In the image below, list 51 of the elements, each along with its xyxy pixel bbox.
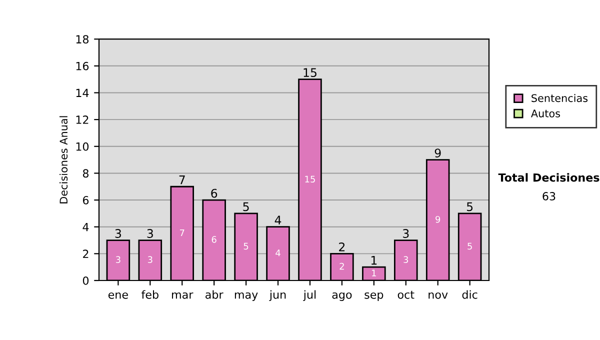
- total-label: 2: [339, 242, 345, 252]
- y-tick-label: 18: [76, 35, 89, 44]
- x-tick-label: jun: [269, 290, 286, 301]
- data-label: 2: [340, 262, 344, 270]
- x-tick-label: dic: [462, 290, 478, 299]
- total-label: 4: [274, 216, 282, 224]
- y-tick-label: 4: [82, 222, 89, 232]
- y-tick-label: 10: [76, 142, 89, 151]
- data-label: 3: [148, 256, 152, 264]
- total-label: 9: [434, 148, 441, 158]
- x-tick-label: nov: [428, 292, 448, 299]
- text: 63: [542, 192, 556, 200]
- data-label: 15: [305, 176, 315, 183]
- total-label: 3: [147, 229, 153, 238]
- y-tick-label: 12: [76, 116, 88, 124]
- data-label: 1: [372, 270, 376, 276]
- y-tick-label: 16: [76, 62, 89, 70]
- x-tick-label: ago: [332, 292, 352, 301]
- x-tick-label: jul: [303, 290, 316, 301]
- data-label: 5: [468, 242, 472, 250]
- data-label: 7: [180, 229, 184, 236]
- y-tick-label: 0: [82, 276, 89, 285]
- x-tick-label: may: [234, 292, 258, 301]
- data-label: 3: [404, 256, 408, 264]
- total-label: 5: [243, 202, 249, 212]
- total-label: 1: [371, 256, 377, 265]
- x-tick-label: mar: [172, 292, 194, 299]
- total-label: 15: [304, 68, 316, 78]
- total-label: 3: [115, 229, 121, 238]
- y-tick-label: 6: [82, 196, 89, 204]
- total-label: 6: [211, 188, 218, 198]
- data-label: 6: [212, 236, 216, 243]
- data-label: 3: [116, 256, 120, 264]
- x-tick-label: abr: [206, 290, 224, 299]
- data-label: 5: [244, 242, 248, 250]
- legend-label: Sentencias: [532, 94, 588, 102]
- x-tick-label: ene: [108, 292, 128, 299]
- total-label: 5: [466, 202, 473, 212]
- data-label: 9: [436, 216, 440, 223]
- total-label: 3: [403, 229, 409, 238]
- x-tick-label: oct: [398, 290, 414, 299]
- legend-label: Autos: [530, 110, 560, 118]
- total-label: 7: [179, 176, 185, 184]
- text: Total Decisiones: [498, 173, 600, 182]
- y-tick-label: 14: [76, 88, 89, 97]
- data-label: 4: [276, 250, 280, 256]
- y-tick-label: 8: [82, 169, 89, 178]
- x-tick-label: sep: [364, 292, 384, 301]
- x-tick-label: feb: [142, 290, 158, 299]
- y-axis-title: Decisiones Anual: [60, 116, 68, 204]
- y-tick-label: 2: [83, 250, 88, 258]
